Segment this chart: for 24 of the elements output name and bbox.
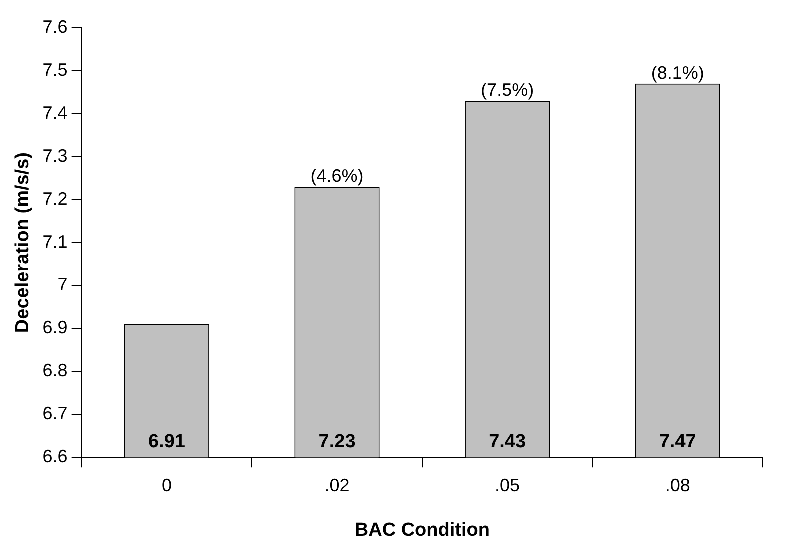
x-tick-label: .02 [324, 475, 350, 496]
y-tick-label: 7 [58, 274, 68, 295]
data-label: 7.47 [659, 431, 696, 452]
data-label: 6.91 [148, 431, 186, 452]
annotation: (8.1%) [651, 62, 704, 83]
y-tick-label: 7.1 [42, 232, 68, 252]
y-tick-label: 7.4 [42, 102, 68, 123]
y-tick-label: 6.8 [42, 360, 68, 381]
y-tick-label: 7.5 [42, 60, 68, 80]
data-label: 7.43 [489, 431, 526, 452]
y-tick-label: 6.9 [42, 318, 68, 338]
x-axis-title: BAC Condition [354, 520, 490, 541]
y-tick-label: 6.7 [42, 404, 68, 424]
x-tick-label: 0 [162, 475, 172, 496]
y-tick-label: 7.2 [42, 188, 68, 209]
y-tick-label: 7.3 [42, 146, 68, 166]
y-tick-label: 6.6 [42, 446, 68, 467]
x-tick-label: .05 [495, 475, 520, 496]
data-label: 7.23 [318, 431, 356, 452]
annotation: (4.6%) [310, 166, 364, 186]
y-axis-title: Deceleration (m/s/s) [12, 152, 34, 334]
annotation: (7.5%) [481, 80, 534, 100]
x-tick-label: .08 [665, 475, 690, 496]
y-tick-label: 7.6 [42, 16, 68, 37]
